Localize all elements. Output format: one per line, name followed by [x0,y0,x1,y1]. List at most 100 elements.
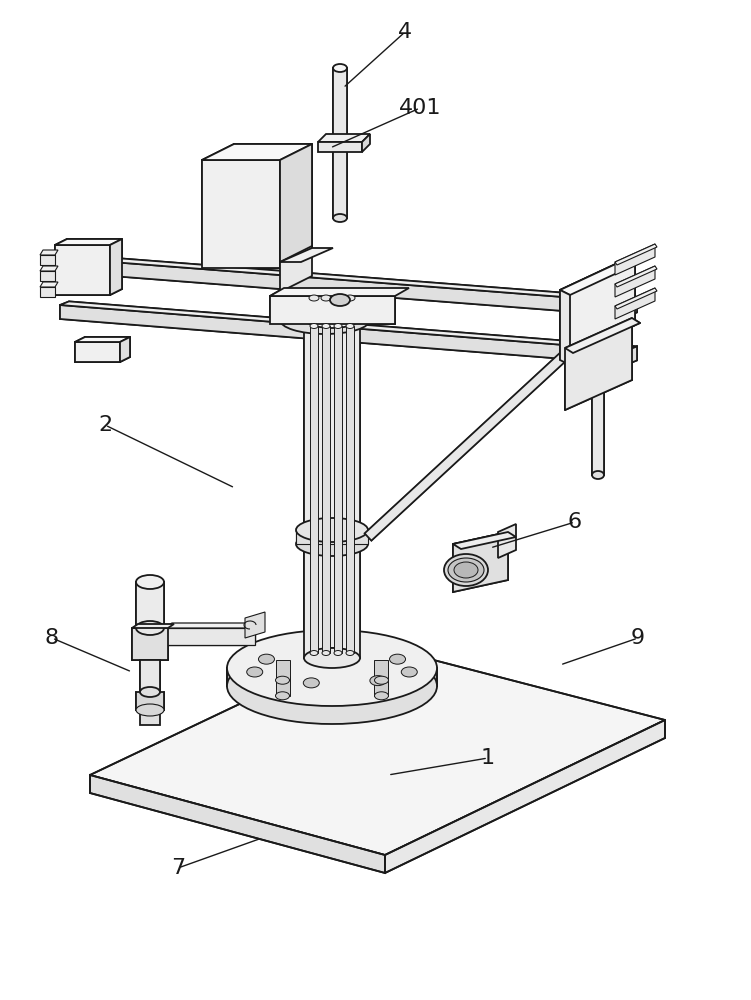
Ellipse shape [346,650,354,656]
Polygon shape [318,142,362,152]
Polygon shape [280,144,312,268]
Polygon shape [40,255,55,265]
Text: 4: 4 [398,22,412,42]
Text: 2: 2 [98,415,112,435]
Ellipse shape [370,676,386,686]
Ellipse shape [296,532,368,556]
Text: 1: 1 [481,748,495,768]
Polygon shape [132,628,168,660]
Polygon shape [615,288,655,319]
Ellipse shape [334,650,342,656]
Ellipse shape [136,621,164,635]
Polygon shape [136,692,164,710]
Ellipse shape [375,692,388,700]
Ellipse shape [258,654,274,664]
Polygon shape [322,326,330,653]
Polygon shape [615,266,655,297]
Polygon shape [318,134,370,142]
Polygon shape [227,668,437,686]
Polygon shape [270,288,409,296]
Ellipse shape [333,214,347,222]
Polygon shape [560,255,645,295]
Polygon shape [615,244,657,265]
Polygon shape [90,775,385,873]
Polygon shape [385,720,665,873]
Polygon shape [453,532,516,549]
Polygon shape [615,244,655,275]
Polygon shape [615,288,657,309]
Ellipse shape [454,562,478,578]
Ellipse shape [310,324,318,328]
Polygon shape [55,239,122,245]
Polygon shape [40,287,55,297]
Ellipse shape [280,306,370,334]
Ellipse shape [375,676,388,684]
Ellipse shape [390,654,406,664]
Ellipse shape [309,295,319,301]
Polygon shape [346,326,354,653]
Polygon shape [202,144,312,160]
Polygon shape [628,346,637,364]
Polygon shape [498,524,516,558]
Polygon shape [140,710,160,725]
Polygon shape [333,68,347,218]
Polygon shape [40,266,58,271]
Ellipse shape [310,650,318,656]
Ellipse shape [334,324,342,328]
Polygon shape [364,351,569,541]
Polygon shape [75,342,120,362]
Polygon shape [55,245,110,295]
Polygon shape [270,296,395,324]
Ellipse shape [330,294,350,306]
Polygon shape [375,676,388,696]
Polygon shape [40,271,55,281]
Polygon shape [40,250,58,255]
Polygon shape [560,255,635,360]
Ellipse shape [227,630,437,706]
Ellipse shape [592,471,604,479]
Ellipse shape [304,648,360,668]
Text: 401: 401 [399,98,442,118]
Polygon shape [60,254,637,302]
Polygon shape [140,660,160,692]
Ellipse shape [304,308,360,328]
Ellipse shape [346,324,354,328]
Text: 8: 8 [45,628,59,648]
Polygon shape [120,337,130,362]
Ellipse shape [592,346,604,354]
Text: 7: 7 [171,858,185,878]
Ellipse shape [401,667,418,677]
Polygon shape [310,326,318,653]
Polygon shape [280,302,370,320]
Polygon shape [565,318,640,353]
Ellipse shape [448,558,484,582]
Polygon shape [334,326,342,653]
Ellipse shape [276,692,289,700]
Ellipse shape [136,704,164,716]
Polygon shape [164,623,263,628]
Polygon shape [276,660,289,680]
Ellipse shape [444,554,488,586]
Ellipse shape [321,295,331,301]
Polygon shape [202,160,280,268]
Ellipse shape [322,324,330,328]
Polygon shape [132,624,174,628]
Polygon shape [164,628,255,645]
Polygon shape [565,318,632,410]
Text: 9: 9 [631,628,645,648]
Polygon shape [75,337,130,342]
Ellipse shape [296,518,368,542]
Polygon shape [60,301,637,350]
Polygon shape [276,676,289,696]
Ellipse shape [333,64,347,72]
Polygon shape [60,258,628,316]
Polygon shape [136,582,164,628]
Polygon shape [60,305,628,364]
Ellipse shape [333,295,343,301]
Ellipse shape [140,687,160,697]
Polygon shape [245,612,265,638]
Polygon shape [280,248,333,262]
Ellipse shape [247,667,263,677]
Ellipse shape [324,648,340,658]
Polygon shape [362,134,370,152]
